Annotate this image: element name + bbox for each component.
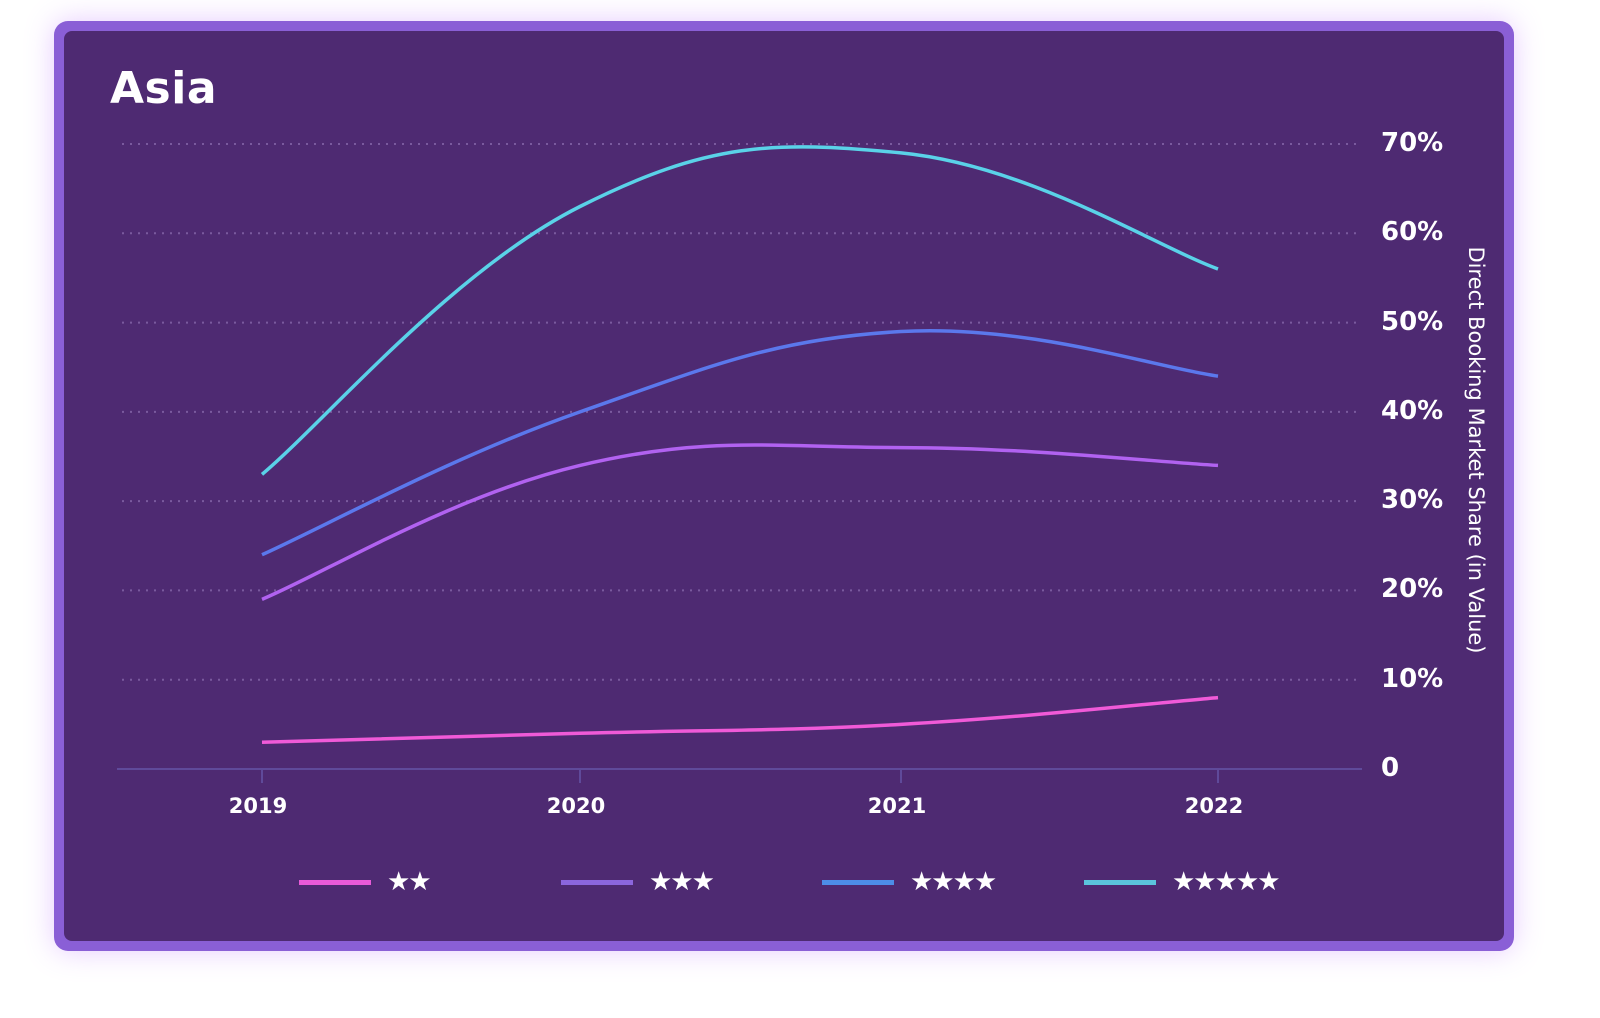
legend-label: ★★★★★ [1172, 867, 1281, 897]
chart-card: Asia [54, 21, 1514, 951]
x-tick-label: 2019 [228, 794, 288, 818]
legend-item-4star[interactable]: ★★★★ [822, 862, 997, 902]
y-tick-label: 0 [1381, 753, 1400, 783]
legend: ★★ ★★★ ★★★★ ★★★★★ [0, 862, 1600, 902]
y-tick-label: 10% [1381, 663, 1444, 694]
series-lines [260, 145, 1219, 744]
chart-panel: Asia [64, 31, 1504, 941]
line-5star [260, 145, 1219, 476]
y-axis-label: Direct Booking Market Share (in Value) [1464, 246, 1488, 654]
x-tick-label: 2022 [1184, 794, 1244, 818]
line-2star [261, 695, 1219, 744]
chart-title: Asia [110, 63, 218, 114]
legend-item-2star[interactable]: ★★ [299, 862, 432, 902]
legend-swatch [1084, 879, 1156, 885]
legend-item-5star[interactable]: ★★★★★ [1084, 862, 1281, 902]
legend-label: ★★★ [649, 867, 715, 897]
x-tick-label: 2021 [867, 794, 927, 818]
legend-label: ★★★★ [910, 867, 997, 897]
y-tick-label: 70% [1381, 128, 1444, 158]
legend-swatch [299, 879, 371, 885]
y-tick-label: 50% [1381, 306, 1444, 337]
y-tick-label: 40% [1381, 395, 1444, 426]
x-axis [117, 768, 1362, 783]
y-tick-label: 60% [1381, 217, 1444, 248]
y-tick-label: 30% [1381, 485, 1444, 516]
y-tick-label: 20% [1381, 574, 1444, 605]
legend-swatch [822, 879, 894, 885]
line-3star [261, 443, 1219, 601]
x-tick-label: 2020 [546, 794, 606, 818]
legend-label: ★★ [387, 867, 432, 897]
line-4star [261, 329, 1219, 557]
legend-item-3star[interactable]: ★★★ [561, 862, 715, 902]
gridlines [122, 143, 1362, 681]
legend-swatch [561, 879, 633, 885]
